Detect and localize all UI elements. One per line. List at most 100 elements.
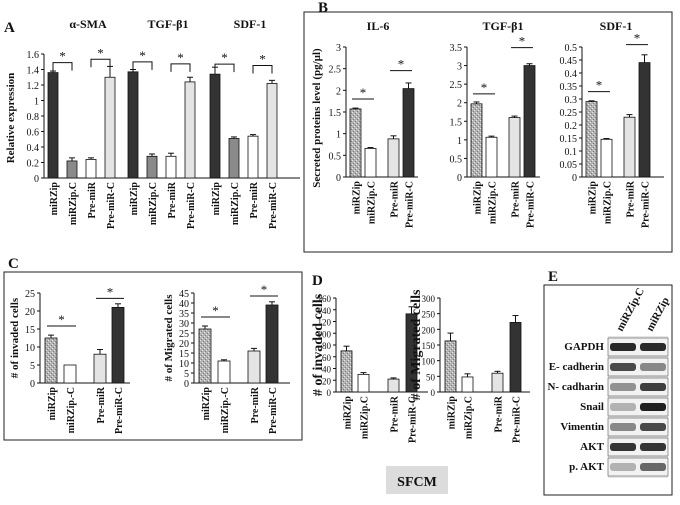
bar bbox=[388, 379, 399, 392]
significance-star: * bbox=[596, 78, 603, 93]
blot-band bbox=[610, 363, 636, 371]
y-tick-label: 35 bbox=[179, 309, 189, 320]
y-tick-label: 150 bbox=[422, 341, 436, 351]
bar bbox=[185, 82, 195, 178]
y-tick-label: 100 bbox=[318, 329, 332, 339]
panel-label-c: C bbox=[8, 256, 19, 272]
blot-row-label: Snail bbox=[580, 401, 604, 413]
category-label: miRZip bbox=[211, 182, 222, 216]
y-tick-label: 0 bbox=[457, 173, 462, 184]
y-tick-label: 1.5 bbox=[450, 117, 463, 128]
significance-star: * bbox=[481, 80, 488, 95]
subplot-title: IL-6 bbox=[367, 19, 390, 33]
category-label: Pre-miR bbox=[167, 181, 178, 218]
blot-row-label: E- cadherin bbox=[549, 361, 604, 373]
blot-band bbox=[610, 463, 636, 471]
category-label: Pre-miR-C bbox=[408, 396, 419, 443]
significance-star: * bbox=[139, 48, 146, 63]
y-tick-label: 2.5 bbox=[329, 65, 342, 76]
subplot-1: # of invaded cells0510152025**miRZipmiRZ… bbox=[9, 284, 130, 434]
y-tick-label: 15 bbox=[25, 325, 35, 336]
significance-star: * bbox=[177, 50, 184, 65]
bar bbox=[86, 159, 96, 178]
blot-band bbox=[610, 343, 636, 351]
y-tick-label: 0.6 bbox=[27, 128, 40, 139]
y-tick-label: 1 bbox=[34, 97, 39, 108]
panel-label-a: A bbox=[4, 20, 15, 36]
bar bbox=[403, 89, 414, 177]
lane-label: miRZip.C bbox=[614, 286, 647, 334]
subplot-1: IL-600.511.522.53**miRZipmiRZip.CPre-miR… bbox=[329, 19, 419, 228]
y-tick-label: 0.35 bbox=[560, 82, 578, 93]
y-tick-label: 1.4 bbox=[27, 66, 40, 77]
category-label: miRZip bbox=[447, 396, 458, 430]
panel-label-e: E bbox=[548, 269, 558, 285]
significance-star: * bbox=[519, 34, 526, 49]
bar bbox=[350, 109, 361, 177]
blot-band bbox=[610, 403, 636, 411]
y-tick-label: 25 bbox=[25, 289, 35, 300]
significance-star: * bbox=[97, 45, 104, 60]
blot-band bbox=[640, 403, 666, 411]
y-tick-label: 0.5 bbox=[565, 43, 578, 54]
category-label: Pre-miR bbox=[96, 386, 107, 423]
group-title: α-SMA bbox=[69, 17, 107, 31]
significance-bracket bbox=[53, 63, 72, 71]
y-tick-label: 100 bbox=[422, 357, 436, 367]
y-tick-label: 120 bbox=[318, 318, 332, 328]
subplot-2: TGF-β100.511.522.533.5**miRZipmiRZip.CPr… bbox=[450, 19, 541, 228]
category-label: Pre-miR bbox=[249, 181, 260, 218]
y-tick-label: 20 bbox=[322, 376, 332, 386]
bar bbox=[94, 354, 106, 383]
category-label: Pre-miR-C bbox=[526, 181, 537, 228]
chart-a: 00.20.40.60.811.21.41.6Relative expressi… bbox=[5, 17, 300, 229]
y-tick-label: 25 bbox=[179, 329, 189, 340]
sfcm-label: SFCM bbox=[397, 475, 437, 490]
category-label: miRZip bbox=[129, 182, 140, 216]
y-tick-label: 3 bbox=[336, 43, 341, 54]
category-label: miRZip.C bbox=[367, 181, 378, 224]
bar bbox=[248, 351, 260, 383]
y-tick-label: 5 bbox=[184, 369, 189, 380]
y-axis-label: # of invaded cells bbox=[9, 297, 21, 378]
subplot-3: SDF-100.050.10.150.20.250.30.350.40.450.… bbox=[560, 19, 665, 228]
category-label: miRZip.-C bbox=[220, 387, 231, 433]
bar bbox=[128, 72, 138, 178]
category-label: miRZip.-C bbox=[66, 387, 77, 433]
y-tick-label: 0 bbox=[184, 379, 189, 390]
y-tick-label: 200 bbox=[422, 325, 436, 335]
bar bbox=[445, 341, 456, 392]
chart-d: # of invaded cells020406080100120140160m… bbox=[311, 289, 530, 443]
significance-star: * bbox=[259, 51, 266, 66]
significance-star: * bbox=[212, 303, 219, 318]
significance-bracket bbox=[171, 64, 190, 72]
bar bbox=[524, 66, 535, 177]
subplot-2: # of Migrated cells050100150200250300miR… bbox=[409, 289, 530, 443]
subplot-title: TGF-β1 bbox=[483, 19, 524, 33]
y-tick-label: 0.5 bbox=[329, 151, 342, 162]
y-tick-label: 0 bbox=[30, 379, 35, 390]
y-tick-label: 160 bbox=[318, 294, 332, 304]
y-tick-label: 2.5 bbox=[450, 80, 463, 91]
significance-bracket bbox=[133, 62, 152, 70]
subplot-title: SDF-1 bbox=[600, 19, 633, 33]
y-tick-label: 1.2 bbox=[27, 81, 40, 92]
y-axis-label: # of Migrated cells bbox=[163, 294, 175, 382]
bar bbox=[510, 322, 521, 392]
bar bbox=[45, 338, 57, 383]
blot-row-label: GAPDH bbox=[564, 341, 604, 353]
y-tick-label: 0.5 bbox=[450, 154, 463, 165]
category-label: miRZip.C bbox=[230, 182, 241, 225]
significance-bracket bbox=[253, 65, 272, 73]
y-tick-label: 250 bbox=[422, 310, 436, 320]
y-tick-label: 0.4 bbox=[27, 143, 40, 154]
category-label: Pre-miR bbox=[87, 181, 98, 218]
bar bbox=[601, 139, 612, 177]
lane-label: miRZip bbox=[644, 295, 672, 333]
y-tick-label: 2 bbox=[457, 99, 462, 110]
bar bbox=[509, 118, 520, 177]
significance-star: * bbox=[634, 31, 641, 46]
y-tick-label: 0 bbox=[34, 174, 39, 185]
bar bbox=[471, 104, 482, 177]
y-tick-label: 0.4 bbox=[565, 69, 578, 80]
